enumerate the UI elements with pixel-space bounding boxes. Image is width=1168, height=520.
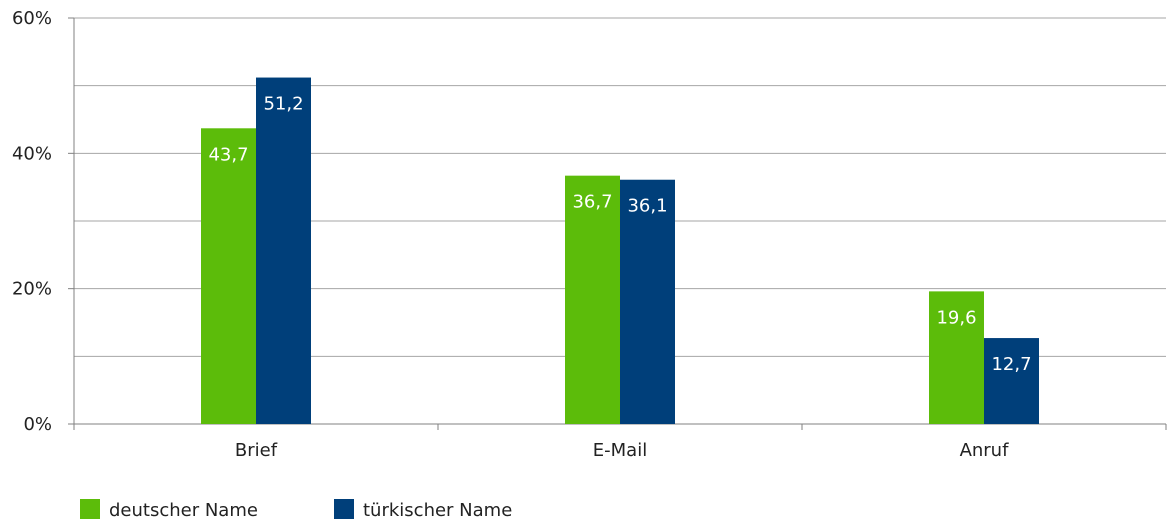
data-label: 51,2	[263, 94, 303, 115]
legend-label: deutscher Name	[109, 500, 258, 520]
legend-swatch	[80, 499, 100, 519]
data-label: 43,7	[208, 144, 248, 165]
data-label: 19,6	[936, 307, 976, 328]
y-tick-label: 40%	[12, 143, 52, 164]
x-tick-label: Anruf	[960, 440, 1010, 461]
y-tick-label: 60%	[12, 8, 52, 29]
data-label: 36,1	[627, 196, 667, 217]
data-label: 12,7	[991, 354, 1031, 375]
bar	[984, 338, 1039, 424]
x-tick-label: E-Mail	[593, 440, 647, 461]
y-tick-label: 20%	[12, 279, 52, 300]
bar	[620, 179, 675, 424]
legend-swatch	[334, 499, 354, 519]
bar	[201, 128, 256, 424]
legend-label: türkischer Name	[363, 500, 512, 520]
x-tick-label: Brief	[235, 440, 278, 461]
y-tick-label: 0%	[23, 414, 52, 435]
bar	[929, 291, 984, 424]
data-label: 36,7	[572, 192, 612, 213]
bar	[565, 175, 620, 424]
bar	[256, 77, 311, 425]
